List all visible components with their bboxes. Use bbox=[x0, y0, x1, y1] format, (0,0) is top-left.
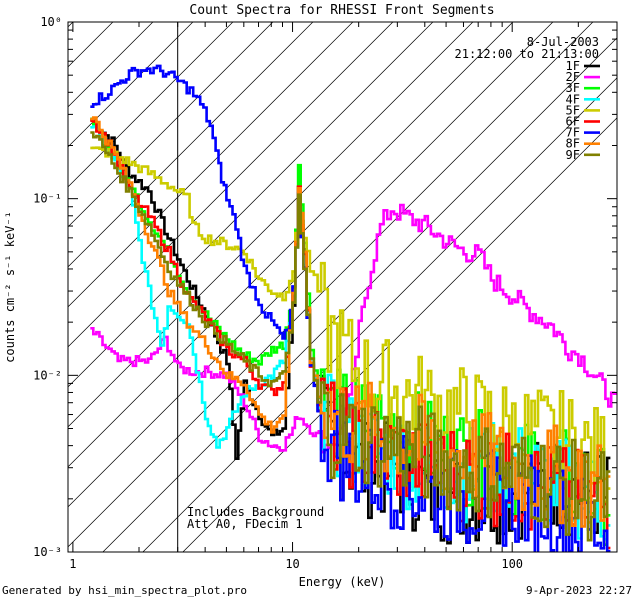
hatch-line bbox=[68, 22, 514, 468]
legend-header: 21:12:00 to 21:13:00 bbox=[455, 47, 600, 61]
legend-label-6F: 6F bbox=[566, 115, 580, 129]
legend-header: 8-Jul-2003 bbox=[527, 35, 599, 49]
legend-label-3F: 3F bbox=[566, 81, 580, 95]
y-axis-label: counts cm⁻² s⁻¹ keV⁻¹ bbox=[3, 211, 17, 363]
hatch-line bbox=[68, 22, 394, 348]
hatch-line bbox=[68, 22, 554, 508]
hatch-line bbox=[68, 22, 314, 268]
hatch-line bbox=[68, 22, 594, 548]
series-line-8F bbox=[90, 116, 611, 528]
legend-label-2F: 2F bbox=[566, 70, 580, 84]
y-tick-label: 10⁻² bbox=[33, 368, 62, 382]
hatch-line bbox=[68, 22, 194, 148]
legend-label-1F: 1F bbox=[566, 59, 580, 73]
hatch-line bbox=[68, 22, 274, 228]
legend-label-4F: 4F bbox=[566, 92, 580, 106]
hatch-line bbox=[68, 22, 234, 188]
legend-label-9F: 9F bbox=[566, 148, 580, 162]
hatch-line bbox=[68, 22, 154, 108]
plot-frame bbox=[67, 21, 618, 553]
annotation-text: Includes Background bbox=[187, 505, 324, 519]
x-tick-label: 100 bbox=[501, 557, 523, 571]
y-tick-label: 10⁰ bbox=[40, 15, 62, 29]
legend-label-5F: 5F bbox=[566, 103, 580, 117]
series-layer bbox=[90, 64, 617, 552]
series-line-2F bbox=[90, 203, 617, 454]
x-axis-label: Energy (keV) bbox=[299, 575, 386, 589]
x-tick-label: 1 bbox=[69, 557, 76, 571]
hatched-region bbox=[68, 22, 617, 552]
series-line-6F bbox=[90, 119, 611, 550]
legend-label-7F: 7F bbox=[566, 126, 580, 140]
x-tick-label: 10 bbox=[285, 557, 299, 571]
axes: 1 10 100 10⁻³ 10⁻² 10⁻¹ 10⁰ bbox=[33, 15, 618, 571]
hatch-line bbox=[68, 22, 474, 428]
chart-title: Count Spectra for RHESSI Front Segments bbox=[189, 3, 494, 18]
series-line-9F bbox=[90, 131, 611, 542]
y-tick-label: 10⁻³ bbox=[33, 545, 62, 559]
generated-by-label: Generated by hsi_min_spectra_plot.pro bbox=[2, 584, 248, 597]
y-tick-label: 10⁻¹ bbox=[33, 192, 62, 206]
generation-date: 9-Apr-2023 22:27 bbox=[526, 584, 632, 597]
annotation-text: Att A0, FDecim 1 bbox=[187, 517, 303, 531]
legend-label-8F: 8F bbox=[566, 137, 580, 151]
hatch-line bbox=[182, 117, 617, 552]
hatch-line bbox=[68, 22, 354, 308]
